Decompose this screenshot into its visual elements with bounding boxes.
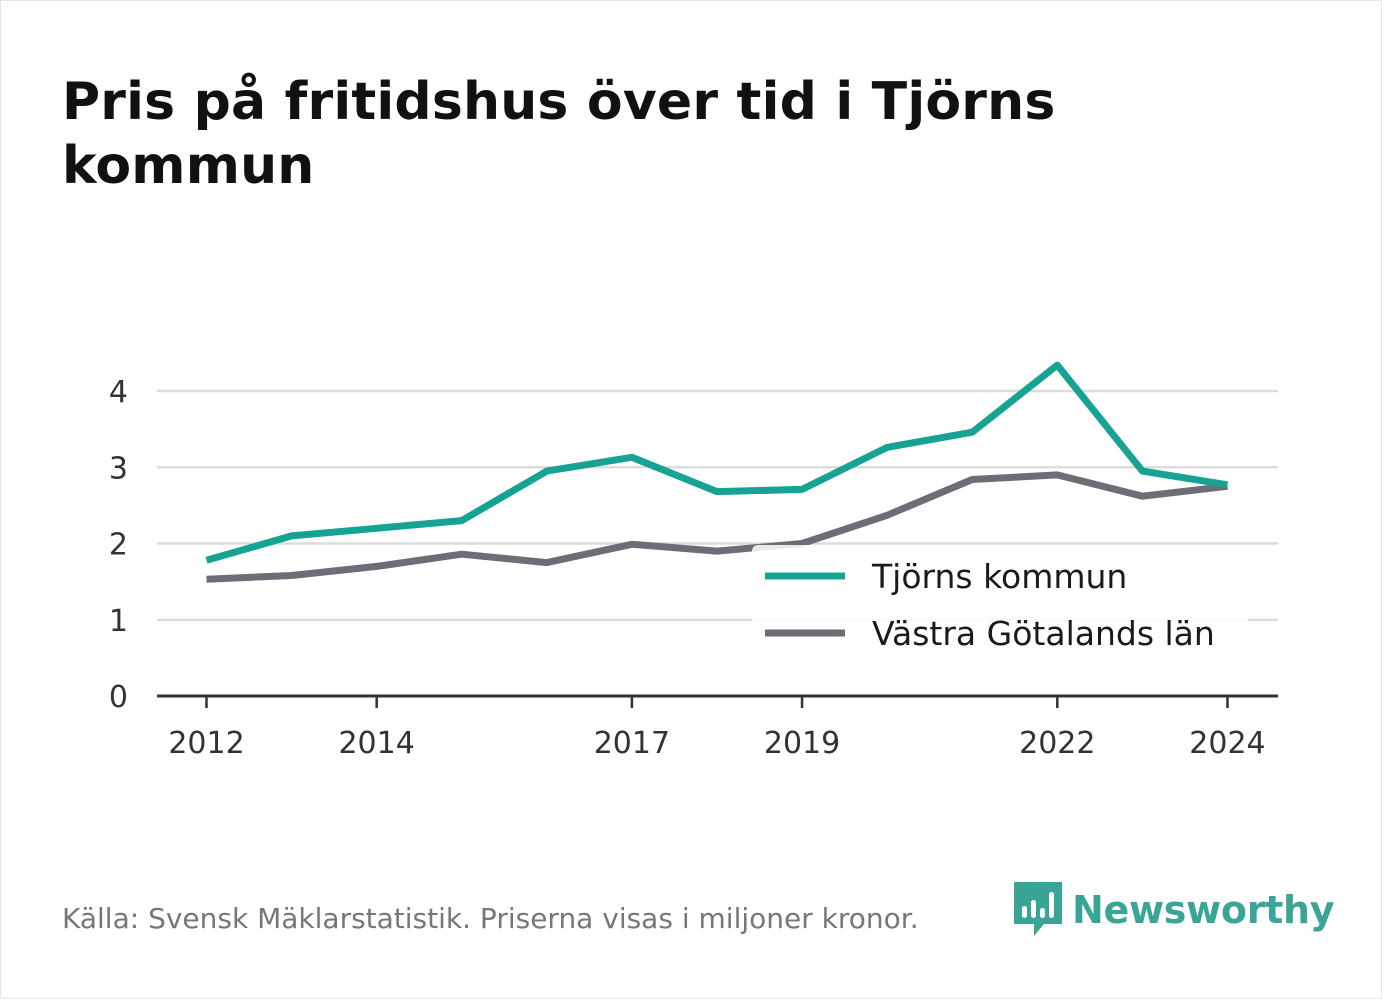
y-tick-label-0: 0 — [109, 680, 128, 715]
legend-label-västra-götalands-län: Västra Götalands län — [872, 614, 1215, 653]
y-tick-label-2: 2 — [109, 528, 128, 563]
y-tick-label-1: 1 — [109, 604, 128, 639]
bar-chart-speech-bubble-icon — [1014, 882, 1062, 936]
legend-box — [752, 545, 1248, 657]
x-tick-label-2024: 2024 — [1189, 726, 1265, 761]
y-tick-label-4: 4 — [109, 375, 128, 410]
legend: Tjörns kommun Västra Götalands län — [752, 545, 1248, 657]
series-line-västra-götalands-län — [206, 471, 1228, 583]
series-line-tjörns-kommun — [205, 361, 1229, 564]
chart-title: Pris på fritidshus över tid i Tjörns kom… — [62, 72, 1056, 196]
x-tick-label-2012: 2012 — [168, 726, 244, 761]
legend-label-tjörns-kommun: Tjörns kommun — [871, 557, 1127, 596]
x-tick-label-2017: 2017 — [594, 726, 670, 761]
x-tick-label-2022: 2022 — [1019, 726, 1095, 761]
y-tick-label-3: 3 — [109, 451, 128, 486]
x-tick-label-2019: 2019 — [764, 726, 840, 761]
x-tick-label-2014: 2014 — [338, 726, 414, 761]
source-note: Källa: Svensk Mäklarstatistik. Priserna … — [62, 902, 919, 935]
brand-name: Newsworthy — [1072, 888, 1335, 932]
brand-logo: Newsworthy — [1012, 880, 1335, 940]
